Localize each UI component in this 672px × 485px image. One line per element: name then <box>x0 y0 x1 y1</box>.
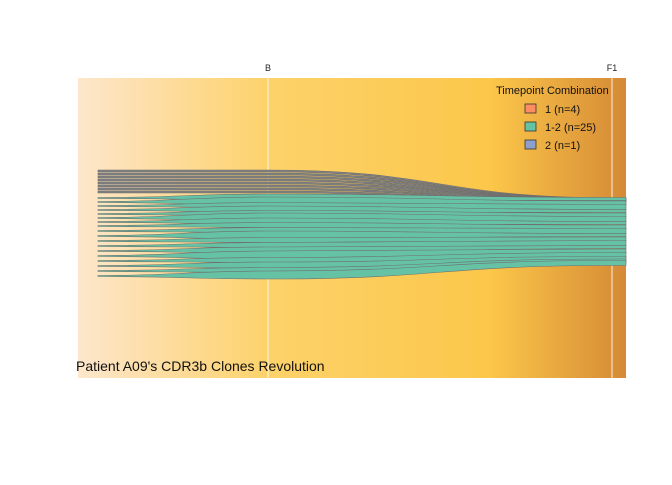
legend-title: Timepoint Combination <box>496 85 609 97</box>
legend-entry-label: 1-2 (n=25) <box>545 122 596 134</box>
clone-streams <box>97 169 627 280</box>
chart-title: Patient A09's CDR3b Clones Revolution <box>76 358 325 374</box>
legend-entry-label: 2 (n=1) <box>545 140 580 152</box>
shared-clone-stream <box>97 260 627 280</box>
legend: Timepoint Combination 1 (n=4) 1-2 (n=25) 2… <box>496 85 609 152</box>
legend-swatch <box>524 139 537 150</box>
legend-entry-label: 1 (n=4) <box>545 104 580 116</box>
x-axis-ticks: B F1 <box>265 63 617 73</box>
x-tick-b: B <box>265 63 271 73</box>
x-tick-f1: F1 <box>607 63 618 73</box>
legend-swatch <box>524 121 537 132</box>
legend-entries: 1 (n=4) 1-2 (n=25) 2 (n=1) <box>524 103 596 152</box>
legend-swatch <box>524 103 537 114</box>
